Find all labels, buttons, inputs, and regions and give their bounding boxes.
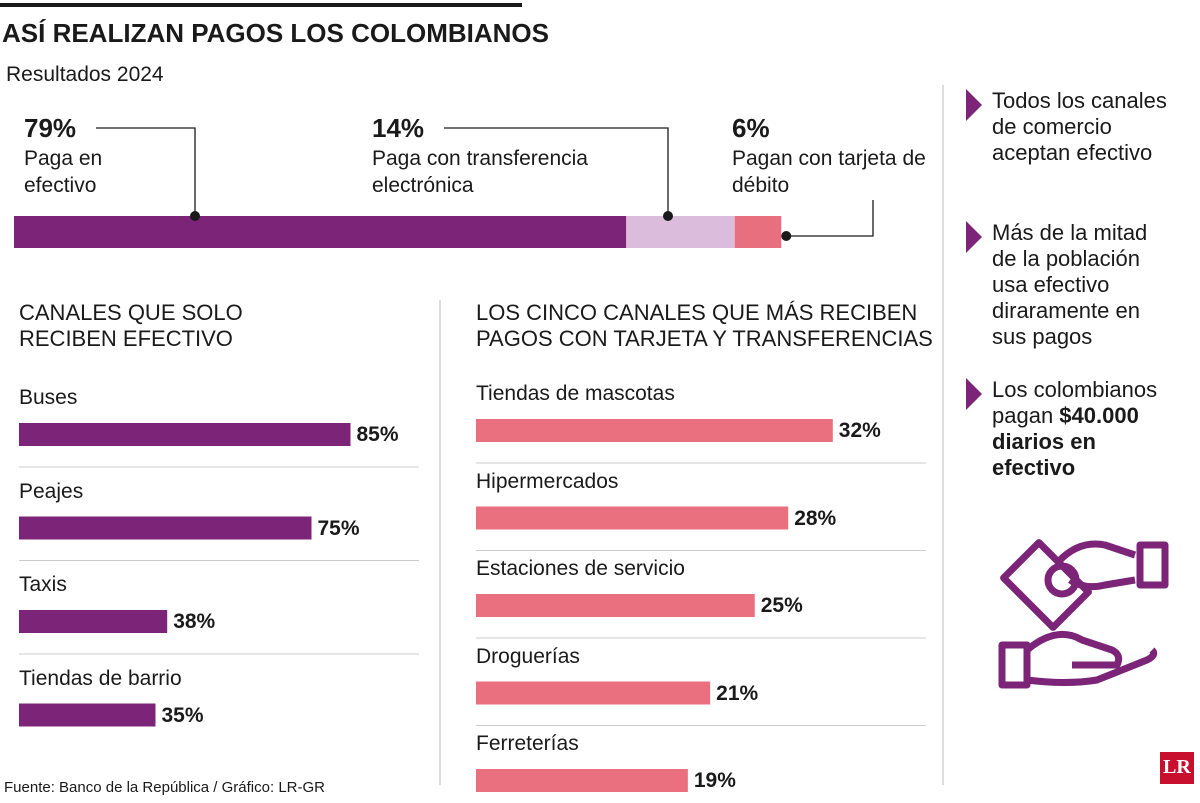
bar	[19, 703, 156, 727]
value-label: 79%	[24, 113, 77, 143]
bar	[476, 506, 789, 530]
logo-box	[1160, 752, 1194, 784]
value-label: 32%	[838, 419, 881, 442]
category-label: Estaciones de servicio	[476, 557, 685, 580]
note-text: Más de la mitad de la población usa efec…	[992, 220, 1148, 349]
bar-segment	[14, 216, 627, 248]
note-marker	[966, 89, 982, 121]
category-label: Taxis	[19, 573, 67, 596]
section-title: LOS CINCO CANALES QUE MÁS RECIBEN PAGOS …	[476, 300, 933, 351]
connector	[444, 127, 669, 216]
value-label: 21%	[716, 681, 759, 705]
bar-segment	[626, 216, 735, 248]
source: Fuente: Banco de la República / Gráfico:…	[4, 779, 325, 796]
bar	[19, 516, 312, 540]
connector-dot	[781, 231, 792, 241]
bar	[476, 419, 833, 442]
bar	[476, 594, 755, 617]
note: Más de la mitad de la población usa efec…	[992, 220, 1174, 350]
value-label: 38%	[173, 610, 216, 633]
legend-label: Pagan con tarjeta de débito	[732, 147, 926, 197]
bar-segment	[734, 216, 782, 248]
bar	[476, 769, 688, 792]
category-label: Ferreterías	[476, 732, 579, 755]
category-label: Peajes	[19, 479, 84, 503]
value-label: 85%	[356, 423, 399, 446]
connector	[786, 200, 874, 237]
category-label: Tiendas de mascotas	[476, 382, 675, 405]
category-label: Buses	[19, 386, 78, 409]
category-label: Droguerías	[476, 644, 580, 668]
legend-label: Paga en efectivo	[24, 147, 103, 197]
connector	[96, 127, 196, 216]
note-text: Los colombianos pagan	[992, 377, 1158, 428]
chart-title: ASÍ REALIZAN PAGOS LOS COLOMBIANOS	[2, 18, 549, 48]
bar	[19, 610, 168, 633]
category-label: Hipermercados	[476, 469, 619, 493]
note-text: $40.000 diarios en efectivo	[992, 403, 1139, 480]
note: Los colombianos pagan $40.000 diarios en…	[992, 377, 1174, 481]
note: Todos los canales de comercio aceptan ef…	[992, 88, 1174, 166]
hand-icon	[998, 539, 1169, 689]
note-marker	[966, 221, 982, 253]
legend-label: Paga con transferencia electrónica	[372, 147, 588, 197]
section-title: CANALES QUE SOLO RECIBEN EFECTIVO	[19, 300, 243, 351]
value-label: 75%	[317, 516, 360, 540]
subtitle: Resultados 2024	[6, 63, 164, 86]
value-label: 14%	[372, 113, 425, 143]
top-rule	[0, 3, 522, 7]
connector-dot	[190, 211, 200, 221]
value-label: 6%	[732, 113, 770, 143]
bar	[476, 681, 711, 705]
note-text: Todos los canales de comercio aceptan ef…	[992, 88, 1167, 165]
logo: LR	[1163, 756, 1191, 778]
value-label: 35%	[161, 703, 204, 727]
value-label: 25%	[760, 594, 803, 617]
value-label: 19%	[693, 769, 736, 792]
bar	[19, 423, 351, 446]
value-label: 28%	[794, 506, 837, 530]
note-marker	[966, 378, 982, 410]
category-label: Tiendas de barrio	[19, 666, 182, 690]
connector-dot	[663, 211, 673, 221]
